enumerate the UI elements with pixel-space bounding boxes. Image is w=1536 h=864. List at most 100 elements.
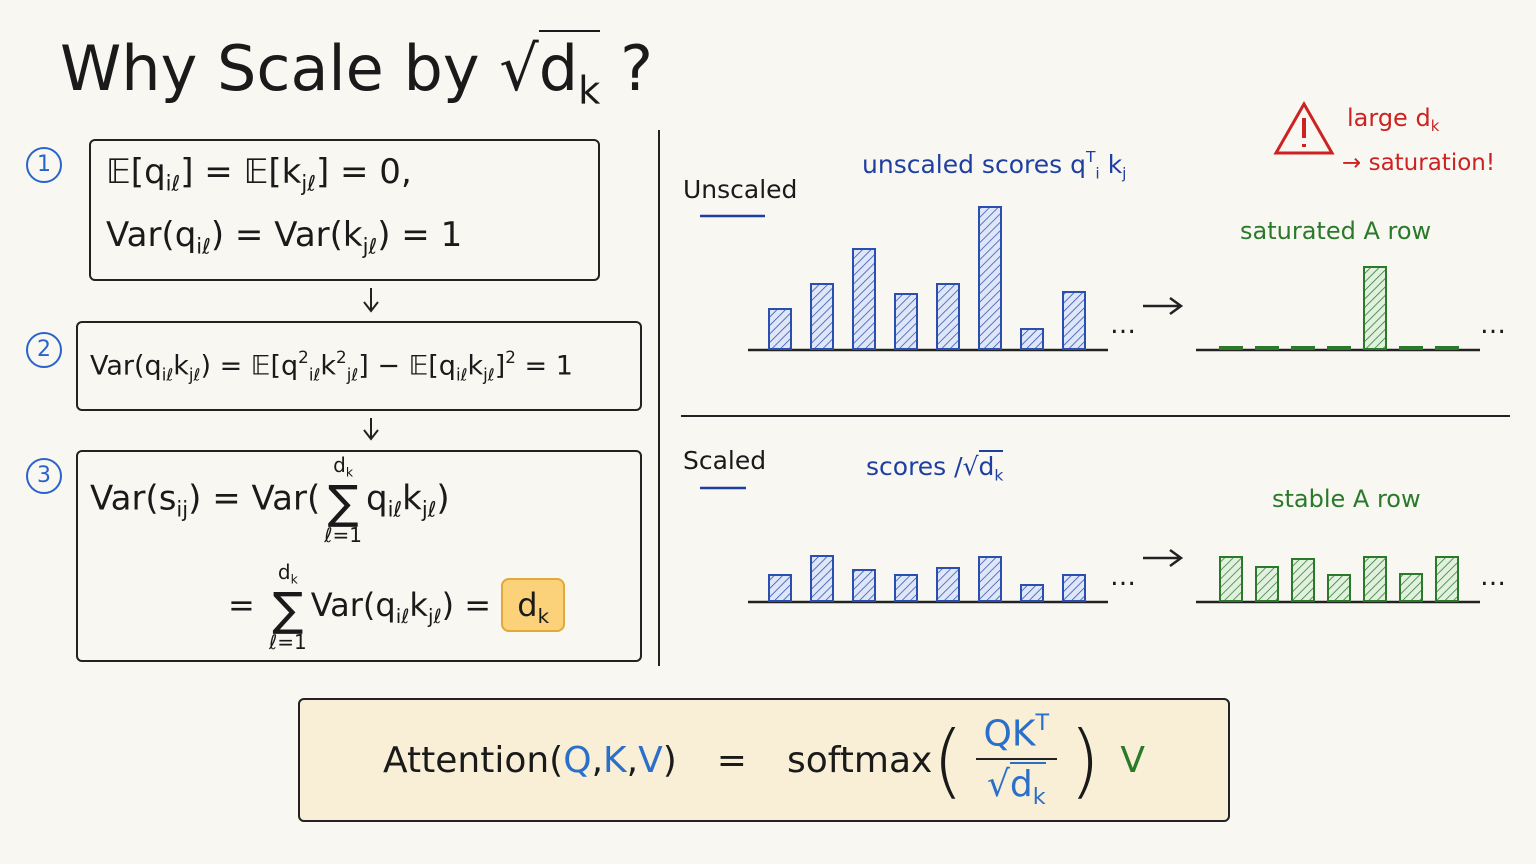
text: jℓ (427, 604, 442, 628)
bar (1020, 584, 1044, 602)
bar (1255, 566, 1279, 602)
text: ij (176, 496, 189, 522)
text: d (538, 32, 579, 105)
shape: dk (978, 450, 1004, 485)
text: ℓ=1 (268, 629, 307, 654)
shape (1143, 296, 1184, 316)
shape: scores /√dk (866, 450, 1004, 485)
bar (810, 555, 834, 602)
text: … (1110, 310, 1136, 340)
text: scores / (866, 452, 963, 481)
text: 𝔼[q (106, 152, 166, 192)
bar (1020, 328, 1044, 350)
text: q (365, 478, 388, 519)
shape: QKT √dk (975, 709, 1058, 810)
text: jℓ (362, 233, 378, 259)
text: Var(q (106, 215, 197, 255)
text: k (994, 466, 1004, 485)
text: … (1480, 310, 1506, 340)
text: Var(q (310, 585, 396, 624)
text: ( (932, 713, 964, 807)
text: ∑ (327, 474, 359, 529)
text: 2 (26, 332, 62, 368)
shape (363, 418, 379, 441)
bar (1363, 266, 1387, 350)
box: Attention(Q, K, V) = softmax( QKT √dk ) V (298, 698, 1230, 822)
text: iℓ (165, 170, 181, 196)
shape: dk (1009, 762, 1046, 810)
shape: dk (501, 577, 566, 632)
text: = (228, 585, 265, 624)
bar (1062, 291, 1086, 350)
bar (768, 574, 792, 602)
text: ] (494, 350, 506, 382)
text: ] = 0, (315, 152, 412, 192)
text: jℓ (188, 364, 201, 385)
shape: = dk ∑ ℓ=1 Var(qiℓkjℓ) = dk (228, 562, 566, 652)
text: k (578, 68, 601, 114)
bar (1435, 556, 1459, 602)
text: Attention( (383, 739, 564, 781)
text: 2 (336, 347, 347, 367)
bar (1327, 574, 1351, 602)
shape (1273, 100, 1335, 155)
title: Why Scale by √dk ? (60, 30, 654, 114)
bar (852, 248, 876, 350)
bar (1363, 556, 1387, 602)
text: k (467, 350, 484, 382)
shape: QKT (975, 709, 1058, 761)
text: ] = 𝔼[k (180, 152, 302, 192)
text: iℓ (395, 604, 410, 628)
text: iℓ (387, 496, 403, 522)
text: 3 (26, 458, 62, 494)
text: jℓ (301, 170, 316, 196)
shape: dk ∑ ℓ=1 (269, 562, 307, 652)
text: T (1085, 148, 1096, 166)
text: d (333, 453, 346, 477)
bar (894, 293, 918, 350)
text: k (290, 571, 298, 587)
text: k (345, 464, 354, 480)
bar (936, 283, 960, 350)
text: jℓ (346, 364, 359, 385)
text: iℓ (455, 364, 468, 385)
text: d (517, 585, 538, 624)
text: Q (563, 739, 592, 781)
text: k (409, 585, 428, 624)
bar (936, 567, 960, 602)
text: √ (499, 32, 539, 105)
bar (978, 556, 1002, 602)
text: QK (983, 713, 1036, 755)
shape: Var(sij) = Var(dk ∑ ℓ=1 qiℓkjℓ) (90, 455, 450, 545)
shape: Var(qiℓkjℓ) = 𝔼[q2iℓk2jℓ] − 𝔼[qiℓkjℓ]2 =… (90, 347, 573, 385)
text: d (978, 452, 995, 481)
shape: large dk (1347, 104, 1439, 135)
box (89, 139, 600, 281)
text: = (716, 739, 747, 781)
shape (1143, 548, 1184, 568)
text: k (173, 350, 189, 382)
text: = 1 (515, 350, 573, 382)
bar (852, 569, 876, 602)
text: iℓ (196, 233, 211, 259)
text: ) (436, 478, 450, 519)
text: d (1009, 764, 1033, 806)
text: 2 (505, 347, 516, 367)
shape: Var(qiℓ) = Var(kjℓ) = 1 (106, 215, 462, 258)
bar (1399, 346, 1423, 350)
text: … (1480, 562, 1506, 592)
shape: dk ∑ ℓ=1 (324, 455, 362, 545)
text: ) = 1 (377, 215, 463, 255)
text: 2 (298, 347, 309, 367)
shape: √dk (987, 760, 1046, 810)
bar (810, 283, 834, 350)
shape (363, 288, 379, 313)
bar (1291, 346, 1315, 350)
text: ℓ=1 (324, 522, 362, 547)
box (76, 321, 642, 411)
text: T (1035, 709, 1050, 736)
text: iℓ (161, 364, 174, 385)
text: k (1430, 117, 1440, 136)
text: ? (620, 32, 654, 105)
